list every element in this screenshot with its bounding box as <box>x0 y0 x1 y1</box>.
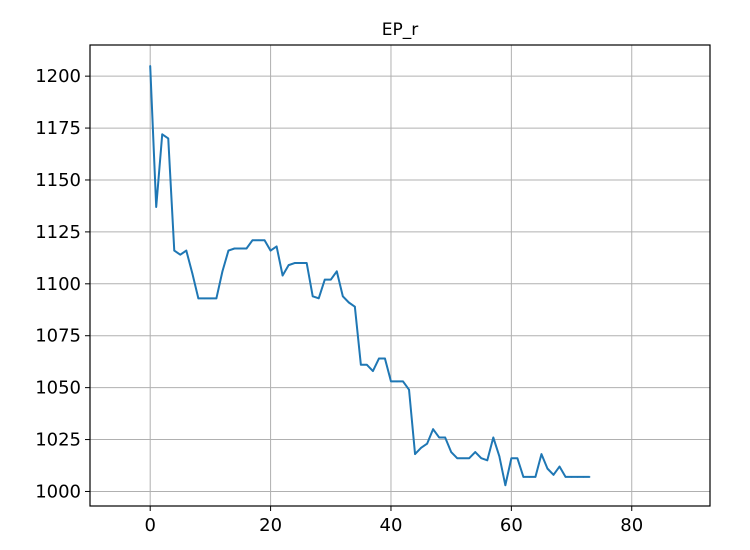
data-point <box>510 457 513 460</box>
data-point <box>348 301 350 304</box>
series-group <box>149 64 591 487</box>
data-point <box>257 239 260 241</box>
data-point <box>354 305 356 308</box>
data-point <box>420 447 422 449</box>
data-point <box>474 451 477 453</box>
x-tick-label: 80 <box>620 515 643 536</box>
data-point <box>450 451 452 453</box>
data-point <box>239 247 242 250</box>
data-point <box>335 270 338 273</box>
data-point <box>366 363 368 366</box>
x-tick-label: 60 <box>500 515 523 536</box>
data-point <box>173 249 176 252</box>
data-point <box>317 297 320 300</box>
data-point <box>191 272 194 275</box>
data-point <box>414 453 416 455</box>
data-point <box>227 249 230 252</box>
data-point <box>149 64 151 67</box>
y-tick-label: 1150 <box>35 170 81 191</box>
data-point <box>360 363 362 366</box>
data-point <box>281 274 284 277</box>
data-point <box>492 436 495 439</box>
data-point <box>390 380 392 383</box>
data-point <box>558 465 561 468</box>
y-tick-label: 1000 <box>35 481 81 502</box>
data-point <box>570 476 573 478</box>
data-point <box>438 436 440 439</box>
data-point <box>402 380 404 383</box>
data-point <box>462 457 465 460</box>
data-point <box>329 278 332 281</box>
x-tick-label: 20 <box>259 515 282 536</box>
data-point <box>305 262 308 264</box>
data-point <box>269 249 272 252</box>
data-point <box>215 297 218 300</box>
y-tick-label: 1175 <box>35 118 81 139</box>
data-point <box>486 459 489 462</box>
data-point <box>432 428 434 430</box>
data-point <box>342 295 344 298</box>
data-point <box>540 453 543 455</box>
data-point <box>576 476 579 478</box>
data-point <box>552 474 555 476</box>
data-point <box>251 239 254 241</box>
data-point <box>498 455 501 457</box>
data-point <box>444 436 446 439</box>
data-point <box>233 247 236 250</box>
data-point <box>179 253 182 256</box>
data-point <box>287 264 290 266</box>
data-point <box>209 297 212 300</box>
data-point <box>504 484 507 487</box>
data-point <box>516 457 519 460</box>
data-point <box>245 247 248 250</box>
y-tick-label: 1075 <box>35 326 81 347</box>
data-point <box>372 370 374 372</box>
data-point <box>534 476 537 478</box>
data-point <box>522 476 525 478</box>
data-point <box>378 357 380 360</box>
data-point <box>197 297 200 300</box>
y-tick-label: 1200 <box>35 66 81 87</box>
data-point <box>293 262 296 264</box>
data-point <box>155 206 158 208</box>
data-point <box>480 457 483 460</box>
data-point <box>203 297 206 300</box>
axes-frame <box>89 44 711 507</box>
data-point <box>426 442 428 445</box>
x-tick-label: 0 <box>144 515 155 536</box>
data-point <box>221 270 224 273</box>
data-point <box>396 380 398 383</box>
data-point <box>299 262 302 264</box>
y-tick-label: 1025 <box>35 430 81 451</box>
data-point <box>588 476 591 478</box>
y-tick-label: 1100 <box>35 274 81 295</box>
data-point <box>384 357 386 360</box>
series-line <box>149 65 590 487</box>
data-point <box>263 239 266 241</box>
data-point <box>528 476 531 478</box>
chart-title: EP_r <box>382 20 418 40</box>
data-point <box>275 245 278 248</box>
data-point <box>546 467 549 470</box>
data-point <box>468 457 471 460</box>
data-point <box>582 476 585 478</box>
data-point <box>185 249 188 252</box>
data-point <box>167 137 170 140</box>
data-point <box>456 457 458 460</box>
data-point <box>311 295 314 298</box>
data-point <box>161 133 164 136</box>
y-tick-label: 1125 <box>35 222 81 243</box>
data-point <box>564 476 567 478</box>
data-point <box>323 278 326 281</box>
ticks: 0 20 40 60 80 1000 1025 1050 1075 1100 1125 1150 117… <box>35 66 643 536</box>
data-point <box>408 388 410 391</box>
y-tick-label: 1050 <box>35 378 81 399</box>
x-tick-label: 40 <box>380 515 403 536</box>
grid <box>90 45 710 506</box>
